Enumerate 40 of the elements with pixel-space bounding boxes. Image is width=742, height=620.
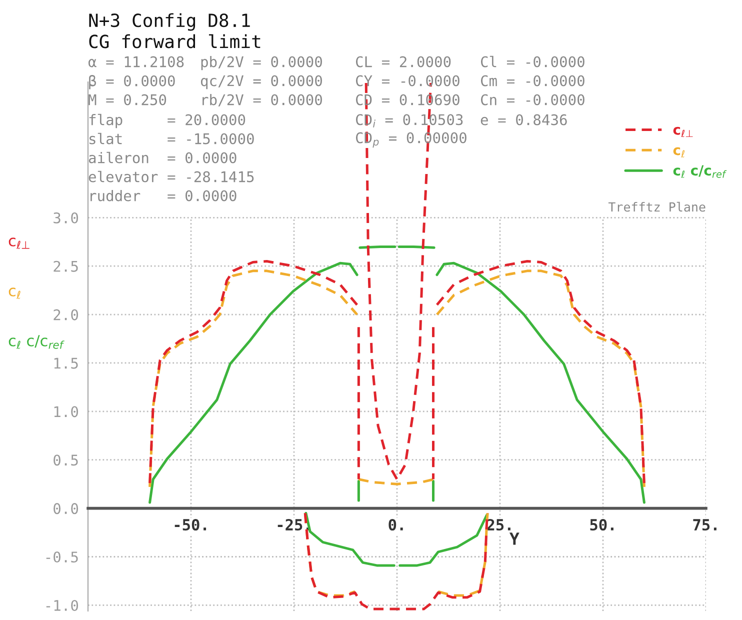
annotation: rudder = 0.0000 — [90, 190, 236, 202]
annotation: aileron = 0.0000 — [88, 152, 236, 164]
annotation: Cm = -0.0000 — [480, 75, 584, 86]
annotation: qc/2V = 0.0000 — [200, 75, 322, 90]
y-tick-label: 1.5 — [54, 358, 78, 369]
annotation: Cn = -0.0000 — [480, 94, 584, 106]
y-tick-label: 2.0 — [54, 309, 78, 320]
chart-title: N+3 Config D8.1 — [89, 13, 250, 31]
x-tick-label: 75. — [693, 519, 716, 531]
text: pb/2V = 0.0000 — [201, 56, 322, 70]
annotation: e = 0.8436 — [480, 114, 567, 126]
y-tick-label: -1.0 — [46, 600, 78, 611]
y-tick-label: -0.5 — [46, 552, 78, 563]
legend-label: c$_{ℓ⊥}$ — [673, 126, 693, 138]
y-tick-label: 0.0 — [54, 503, 78, 514]
annotation: elevator = -28.1415 — [88, 170, 254, 182]
text: Cl = -0.0000 — [480, 56, 584, 68]
chart-subtitle: CG forward limit — [89, 34, 260, 48]
text: CL = 2.0000 — [356, 56, 451, 68]
text: α = 11.2108 — [88, 56, 184, 68]
annotation: Trefftz Plane — [608, 202, 706, 212]
y-tick-label: 3.0 — [54, 212, 78, 224]
annotation: flap = 20.0000 — [89, 114, 246, 128]
x-tick-label: 50. — [590, 518, 614, 531]
annotation: slat = -15.0000 — [90, 132, 254, 144]
legend-label: c$_{ℓ}$ c/c$_{ref}$ — [673, 165, 727, 178]
annotation: M = 0.250 — [88, 94, 166, 106]
annotation: CY = -0.0000 — [356, 75, 460, 86]
y-tick-label: 2.5 — [54, 260, 78, 272]
x-tick-label: 0. — [388, 518, 403, 531]
y-tick-label: 1.0 — [54, 406, 78, 418]
legend-label: c$_{ℓ}$ — [673, 147, 685, 158]
x-tick-label: -50. — [174, 518, 206, 531]
x-axis-title: Y — [509, 532, 520, 545]
text: c$_{ℓ}$ c/c$_{ref}$ — [8, 335, 64, 349]
y-tick-label: 0.5 — [54, 454, 78, 466]
annotation: β = 0.0000 — [89, 74, 175, 90]
text: c$_{ℓ}$ — [8, 288, 20, 299]
text: c$_{ℓ⊥}$ — [8, 238, 30, 249]
annotation: rb/2V = 0.0000 — [202, 94, 322, 106]
